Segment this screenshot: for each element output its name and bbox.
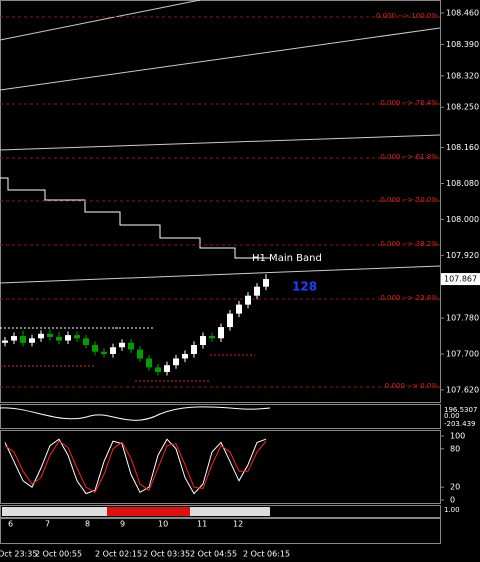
osc-label: -203.439 [444,420,475,428]
session-label: 11 [197,520,207,529]
time-label: 2 Oct 02:15 [95,550,142,559]
stoch-tick-label: 80 [450,444,460,453]
session-label: 9 [120,520,125,529]
stoch-frame [0,430,441,504]
time-label: Oct 23:35 [0,550,37,559]
signal-lines [0,354,255,382]
candle-body [74,335,80,339]
candle-body [11,336,17,341]
strip [2,507,270,516]
session-label: 7 [45,520,50,529]
candle-body [101,351,107,354]
osc-frame [0,404,441,429]
band-line [0,0,201,41]
candle-body [146,358,152,368]
stoch-tick-label: 100 [450,432,465,441]
strip-segment [107,507,190,516]
stoch-tick-label: 0 [450,496,455,505]
fib-label: 0.000 --> 61.8% [380,153,438,161]
y-tick-label: 108.250 [446,103,479,112]
candle-body [110,347,116,354]
osc-line [0,406,271,421]
y-tick-label: 107.920 [446,251,479,260]
candle-body [173,358,179,366]
candle-body [263,279,269,287]
y-tick-label: 107.780 [446,314,479,323]
candle-body [20,336,26,343]
candle-body [155,367,161,372]
candle-body [227,313,233,328]
candle-body [2,340,8,343]
stoch-line [4,438,267,495]
session-label: 10 [158,520,168,529]
candle-body [92,345,98,352]
strip-segment [2,507,107,516]
y-tick-label: 108.460 [446,9,479,18]
fib-label: 0.000 --> 76.4% [380,99,438,107]
osc-label: 196.5307 [444,406,477,414]
candle-body [254,286,260,296]
band-line [0,134,441,151]
candle-body [47,333,53,337]
fib-label: 0.000 --> 0.0% [385,382,439,390]
y-tick-label: 108.080 [446,179,479,188]
candle-body [236,304,242,314]
h1-main-band [0,177,270,259]
candle-body [164,365,170,372]
session-label: 12 [233,520,243,529]
y-tick-label: 107.700 [446,349,479,358]
strip-frame [0,505,441,518]
stoch-line [4,440,267,494]
counter: 128 [292,280,317,294]
last-price-label: 107.867 [444,275,477,284]
fib-label: 0.000 --> 100.0% [376,12,438,20]
candle-body [137,349,143,359]
band-line [0,27,441,91]
band-line [0,265,441,284]
time-label: 2 Oct 03:35 [143,550,190,559]
candle-body [38,333,44,339]
time-label: 2 Oct 06:15 [243,550,290,559]
candle-body [245,295,251,305]
y-tick-label: 108.000 [446,215,479,224]
candle-body [128,342,134,350]
session-label: 6 [8,520,13,529]
fib-label: 0.000 --> 50.0% [380,196,438,204]
candle-body [119,342,125,348]
band-label: H1 Main Band [252,253,322,264]
candle-body [191,345,197,354]
candle-body [83,338,89,346]
candle-body [56,336,62,341]
candle-body [209,336,215,339]
last-price-box [441,273,480,286]
session-frame [0,518,441,544]
time-label: 2 Oct 04:55 [190,550,237,559]
strip-label: 1.00 [444,506,460,514]
osc-label: 0.00 [444,412,460,420]
candle-body [65,335,71,341]
candle-body [29,338,35,343]
y-tick-label: 108.160 [446,143,479,152]
candle-body [200,336,206,346]
y-tick-label: 107.620 [446,385,479,394]
fib-lines [0,16,440,388]
stoch-tick-label: 20 [450,483,460,492]
time-label: 2 Oct 00:55 [35,550,82,559]
y-tick-label: 108.390 [446,40,479,49]
fib-label: 0.000 --> 38.2% [380,240,438,248]
candle-body [218,327,224,339]
candle-body [182,353,188,359]
strip-segment [190,507,270,516]
session-label: 8 [85,520,90,529]
y-tick-label: 108.320 [446,71,479,80]
fib-label: 0.000 --> 23.6% [380,294,438,302]
